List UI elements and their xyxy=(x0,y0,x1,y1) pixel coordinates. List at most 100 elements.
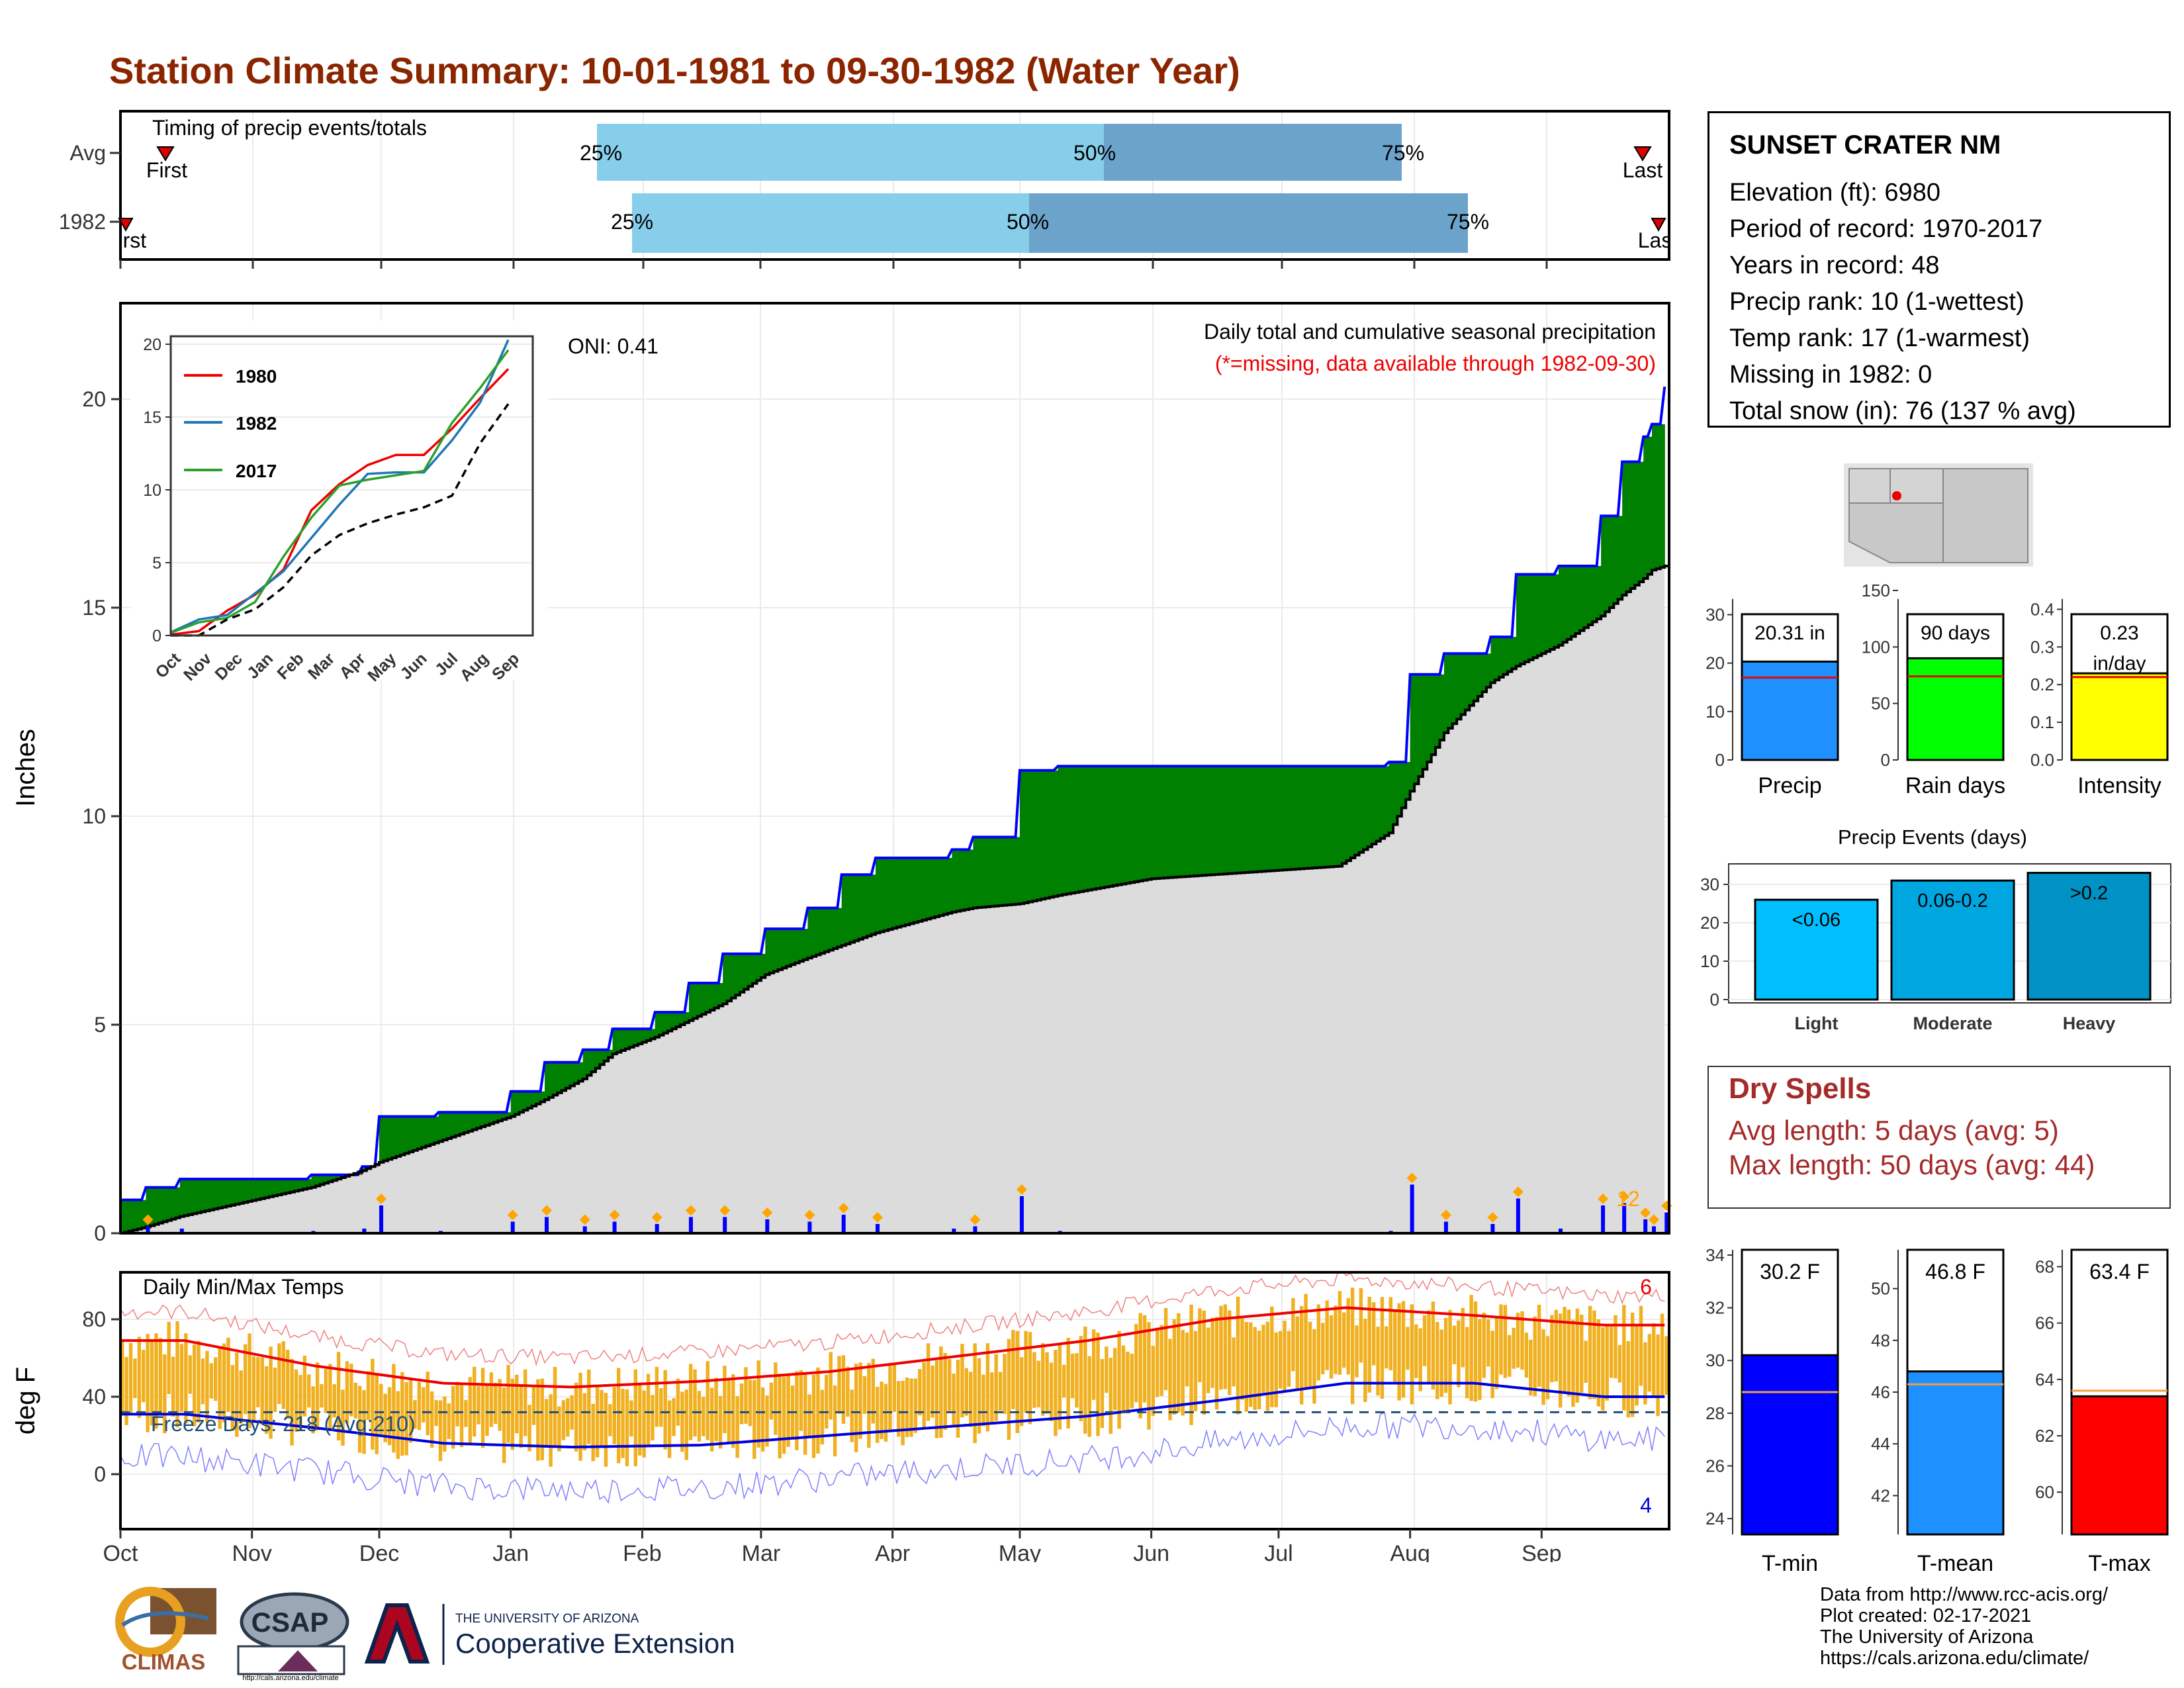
daily-precip-bar xyxy=(1643,1219,1648,1233)
daily-temp-range-bar xyxy=(248,1333,251,1429)
cumulative-diff-segment xyxy=(1287,766,1292,870)
daily-precip-bar xyxy=(1490,1224,1495,1233)
daily-temp-range-bar xyxy=(1295,1316,1299,1390)
daily-temp-range-bar xyxy=(1168,1338,1172,1421)
cumulative-diff-segment xyxy=(1478,653,1483,697)
daily-temp-range-bar xyxy=(536,1379,540,1461)
daily-temp-range-bar xyxy=(320,1383,324,1408)
cumulative-diff-segment xyxy=(964,849,970,910)
daily-temp-range-bar xyxy=(1291,1297,1295,1372)
cumulative-diff-segment xyxy=(909,858,915,924)
daily-temp-range-bar xyxy=(1457,1320,1461,1387)
cumulative-diff-segment xyxy=(315,1174,320,1186)
temp-summary-tick-label: 42 xyxy=(1871,1485,1890,1505)
daily-temp-range-bar xyxy=(1588,1305,1592,1399)
cumulative-diff-segment xyxy=(913,858,919,923)
cumulative-diff-segment xyxy=(1062,766,1068,895)
cumulative-diff-segment xyxy=(1261,766,1267,872)
cumulative-diff-segment xyxy=(952,849,957,912)
cumulative-diff-segment xyxy=(260,1179,265,1199)
heavy-event-marker xyxy=(719,1205,731,1216)
cumulative-diff-segment xyxy=(154,1187,159,1225)
cumulative-diff-segment xyxy=(171,1187,176,1219)
cumulative-diff-segment xyxy=(778,929,783,970)
daily-temp-range-bar xyxy=(218,1348,222,1429)
cumulative-diff-segment xyxy=(1516,574,1521,667)
temp-summary-tick-label: 30 xyxy=(1706,1350,1725,1370)
events-category: Moderate xyxy=(1913,1013,1992,1033)
summary-value-bar xyxy=(2070,672,2169,761)
daily-temp-range-bar xyxy=(468,1377,473,1444)
cumulative-diff-segment xyxy=(1015,837,1021,904)
summary-tick-label: 0 xyxy=(1881,750,1890,770)
daily-precip-bar xyxy=(765,1219,770,1233)
cumulative-diff-segment xyxy=(799,929,804,962)
daily-temp-range-bar xyxy=(697,1391,702,1442)
summary-value-bar xyxy=(1906,657,2005,761)
daily-temp-range-bar xyxy=(1367,1297,1371,1393)
daily-temp-range-bar xyxy=(1554,1309,1558,1382)
daily-precip-bar xyxy=(1443,1221,1448,1233)
daily-temp-range-bar xyxy=(1503,1305,1508,1378)
daily-temp-range-bar xyxy=(795,1371,799,1450)
cumulative-diff-segment xyxy=(536,1091,541,1104)
daily-temp-range-bar xyxy=(918,1369,922,1416)
month-label: Apr xyxy=(875,1541,910,1562)
daily-temp-range-bar xyxy=(1422,1315,1427,1366)
daily-temp-range-bar xyxy=(167,1321,171,1395)
cumulative-diff-segment xyxy=(1036,770,1042,900)
temp-summary-tick-label: 66 xyxy=(2035,1313,2054,1333)
cumulative-diff-segment xyxy=(1567,566,1572,639)
daily-temp-range-bar xyxy=(909,1378,913,1437)
cumulative-diff-segment xyxy=(854,874,859,941)
cumulative-diff-segment xyxy=(137,1199,142,1229)
cumulative-diff-segment xyxy=(128,1199,134,1231)
heavy-event-marker xyxy=(970,1214,981,1225)
cumulative-diff-segment xyxy=(167,1187,172,1221)
daily-temp-range-bar xyxy=(1558,1313,1563,1408)
daily-temp-range-bar xyxy=(222,1343,226,1423)
cumulative-diff-segment xyxy=(642,1029,647,1043)
heavy-event-marker xyxy=(1512,1186,1524,1197)
cumulative-diff-segment xyxy=(1499,637,1504,677)
daily-temp-range-bar xyxy=(422,1387,426,1423)
daily-temp-range-bar xyxy=(952,1374,956,1427)
daily-temp-range-bar xyxy=(260,1357,264,1425)
cumulative-diff-segment xyxy=(1439,674,1445,741)
daily-temp-range-bar xyxy=(230,1365,235,1431)
daily-temp-range-bar xyxy=(1516,1313,1520,1368)
daily-temp-range-bar xyxy=(264,1366,269,1434)
daily-precip-bar xyxy=(1410,1184,1414,1233)
daily-temp-range-bar xyxy=(1376,1327,1380,1396)
cumulative-diff-segment xyxy=(1486,653,1492,688)
cumulative-diff-segment xyxy=(1652,424,1657,571)
daily-temp-range-bar xyxy=(663,1370,667,1450)
cumulative-diff-segment xyxy=(994,837,999,906)
cumulative-diff-segment xyxy=(387,1116,392,1160)
daily-temp-range-bar xyxy=(163,1354,167,1434)
daily-temp-range-bar xyxy=(756,1360,760,1448)
daily-temp-range-bar xyxy=(396,1391,400,1459)
daily-precip-bar xyxy=(1019,1196,1024,1233)
month-label: Nov xyxy=(232,1541,271,1562)
daily-temp-range-bar xyxy=(1105,1346,1109,1393)
daily-temp-range-bar xyxy=(553,1366,557,1446)
cumulative-diff-segment xyxy=(443,1112,448,1141)
daily-temp-range-bar xyxy=(566,1398,570,1437)
daily-temp-range-bar xyxy=(667,1400,672,1458)
cumulative-diff-segment xyxy=(867,874,872,937)
cumulative-diff-segment xyxy=(985,837,991,907)
daily-temp-range-bar xyxy=(1228,1310,1232,1395)
daily-temp-range-bar xyxy=(1232,1337,1236,1387)
cumulative-diff-segment xyxy=(426,1116,431,1147)
daily-temp-range-bar xyxy=(1469,1295,1473,1401)
timing-title: Timing of precip events/totals xyxy=(152,116,427,140)
month-label: Aug xyxy=(1390,1541,1430,1562)
cumulative-diff-segment xyxy=(192,1179,197,1214)
daily-temp-range-bar xyxy=(926,1343,931,1421)
cumulative-diff-segment xyxy=(998,837,1003,906)
daily-temp-range-bar xyxy=(531,1387,536,1425)
cumulative-diff-segment xyxy=(625,1029,630,1049)
cumulative-diff-segment xyxy=(672,1012,677,1029)
daily-temp-range-bar xyxy=(629,1400,633,1437)
